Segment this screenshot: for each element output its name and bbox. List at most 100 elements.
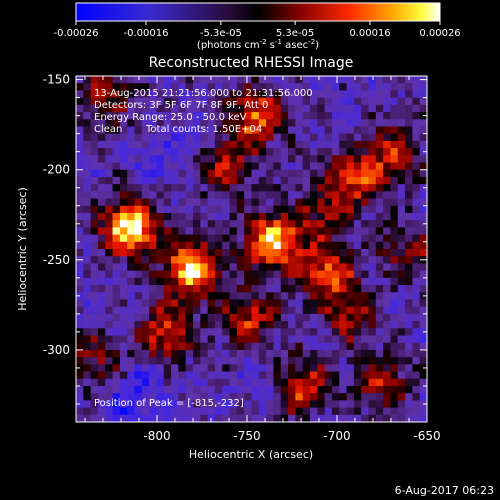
- heatmap-cell: [193, 400, 201, 409]
- heatmap-cell: [207, 371, 216, 380]
- heatmap-cell: [134, 378, 143, 387]
- heatmap-cell: [214, 313, 223, 322]
- heatmap-cell: [97, 364, 106, 373]
- heatmap-cell: [83, 169, 92, 178]
- heatmap-cell: [302, 299, 311, 308]
- heatmap-cell: [163, 371, 172, 380]
- heatmap-cell: [390, 155, 399, 164]
- heatmap-cell: [163, 140, 172, 149]
- heatmap-cell: [353, 249, 362, 257]
- heatmap-cell: [207, 148, 216, 156]
- heatmap-cell: [97, 321, 106, 329]
- heatmap-cell: [141, 176, 150, 185]
- heatmap-cell: [295, 321, 304, 329]
- heatmap-cell: [193, 191, 201, 200]
- heatmap-cell: [288, 104, 296, 113]
- heatmap-cell: [368, 162, 377, 171]
- heatmap-cell: [412, 133, 421, 142]
- heatmap-cell: [127, 256, 136, 265]
- heatmap-cell: [419, 83, 427, 92]
- heatmap-cell: [178, 400, 187, 409]
- heatmap-cell: [324, 313, 333, 322]
- heatmap-cell: [171, 306, 179, 315]
- heatmap-cell: [295, 378, 304, 387]
- heatmap-cell: [222, 90, 231, 99]
- heatmap-cell: [171, 393, 179, 401]
- heatmap-cell: [383, 393, 392, 401]
- heatmap-cell: [310, 198, 318, 207]
- heatmap-cell: [149, 328, 158, 337]
- heatmap-cell: [185, 112, 194, 120]
- heatmap-cell: [266, 393, 275, 401]
- heatmap-cell: [244, 285, 253, 293]
- heatmap-cell: [310, 385, 318, 394]
- heatmap-cell: [236, 285, 245, 293]
- heatmap-cell: [171, 335, 179, 344]
- heatmap-cell: [214, 76, 223, 84]
- heatmap-cell: [361, 299, 370, 308]
- heatmap-cell: [324, 205, 333, 214]
- heatmap-cell: [97, 292, 106, 301]
- heatmap-cell: [346, 357, 355, 365]
- heatmap-cell: [90, 148, 99, 156]
- heatmap-cell: [412, 385, 421, 394]
- heatmap-cell: [397, 328, 406, 337]
- heatmap-cell: [266, 357, 275, 365]
- heatmap-cell: [229, 263, 238, 272]
- heatmap-cell: [127, 191, 136, 200]
- heatmap-cell: [353, 285, 362, 293]
- heatmap-cell: [405, 285, 413, 293]
- heatmap-cell: [383, 148, 392, 156]
- heatmap-cell: [178, 328, 187, 337]
- heatmap-cell: [83, 227, 92, 236]
- heatmap-cell: [273, 212, 282, 221]
- heatmap-cell: [397, 414, 406, 422]
- heatmap-cell: [375, 263, 384, 272]
- heatmap-cell: [156, 162, 165, 171]
- heatmap-cell: [280, 112, 289, 120]
- heatmap-cell: [310, 97, 318, 106]
- heatmap-cell: [310, 256, 318, 265]
- heatmap-cell: [317, 321, 326, 329]
- heatmap-cell: [317, 198, 326, 207]
- heatmap-cell: [141, 277, 150, 286]
- heatmap-cell: [353, 256, 362, 265]
- heatmap-cell: [178, 162, 187, 171]
- heatmap-cell: [236, 133, 245, 142]
- heatmap-cell: [405, 357, 413, 365]
- heatmap-cell: [83, 90, 92, 99]
- heatmap-cell: [171, 162, 179, 171]
- heatmap-cell: [127, 212, 136, 221]
- heatmap-cell: [229, 184, 238, 192]
- heatmap-cell: [236, 83, 245, 92]
- heatmap-cell: [193, 292, 201, 301]
- heatmap-cell: [76, 313, 84, 322]
- heatmap-cell: [119, 90, 128, 99]
- heatmap-cell: [222, 162, 231, 171]
- heatmap-cell: [331, 292, 340, 301]
- heatmap-cell: [149, 148, 158, 156]
- heatmap-cell: [302, 378, 311, 387]
- heatmap-cell: [317, 385, 326, 394]
- heatmap-cell: [178, 270, 187, 279]
- heatmap-cell: [361, 126, 370, 135]
- heatmap-cell: [353, 162, 362, 171]
- heatmap-cell: [207, 162, 216, 171]
- heatmap-cell: [207, 256, 216, 265]
- heatmap-cell: [119, 198, 128, 207]
- heatmap-cell: [346, 155, 355, 164]
- heatmap-cell: [236, 234, 245, 243]
- heatmap-cell: [171, 328, 179, 337]
- heatmap-cell: [200, 184, 209, 192]
- heatmap-cell: [97, 378, 106, 387]
- heatmap-cell: [141, 335, 150, 344]
- heatmap-cell: [390, 119, 399, 128]
- heatmap-cell: [119, 191, 128, 200]
- heatmap-cell: [163, 126, 172, 135]
- heatmap-cell: [119, 155, 128, 164]
- heatmap-cell: [97, 227, 106, 236]
- heatmap-cell: [375, 133, 384, 142]
- heatmap-cell: [346, 393, 355, 401]
- heatmap-cell: [273, 342, 282, 351]
- heatmap-cell: [288, 83, 296, 92]
